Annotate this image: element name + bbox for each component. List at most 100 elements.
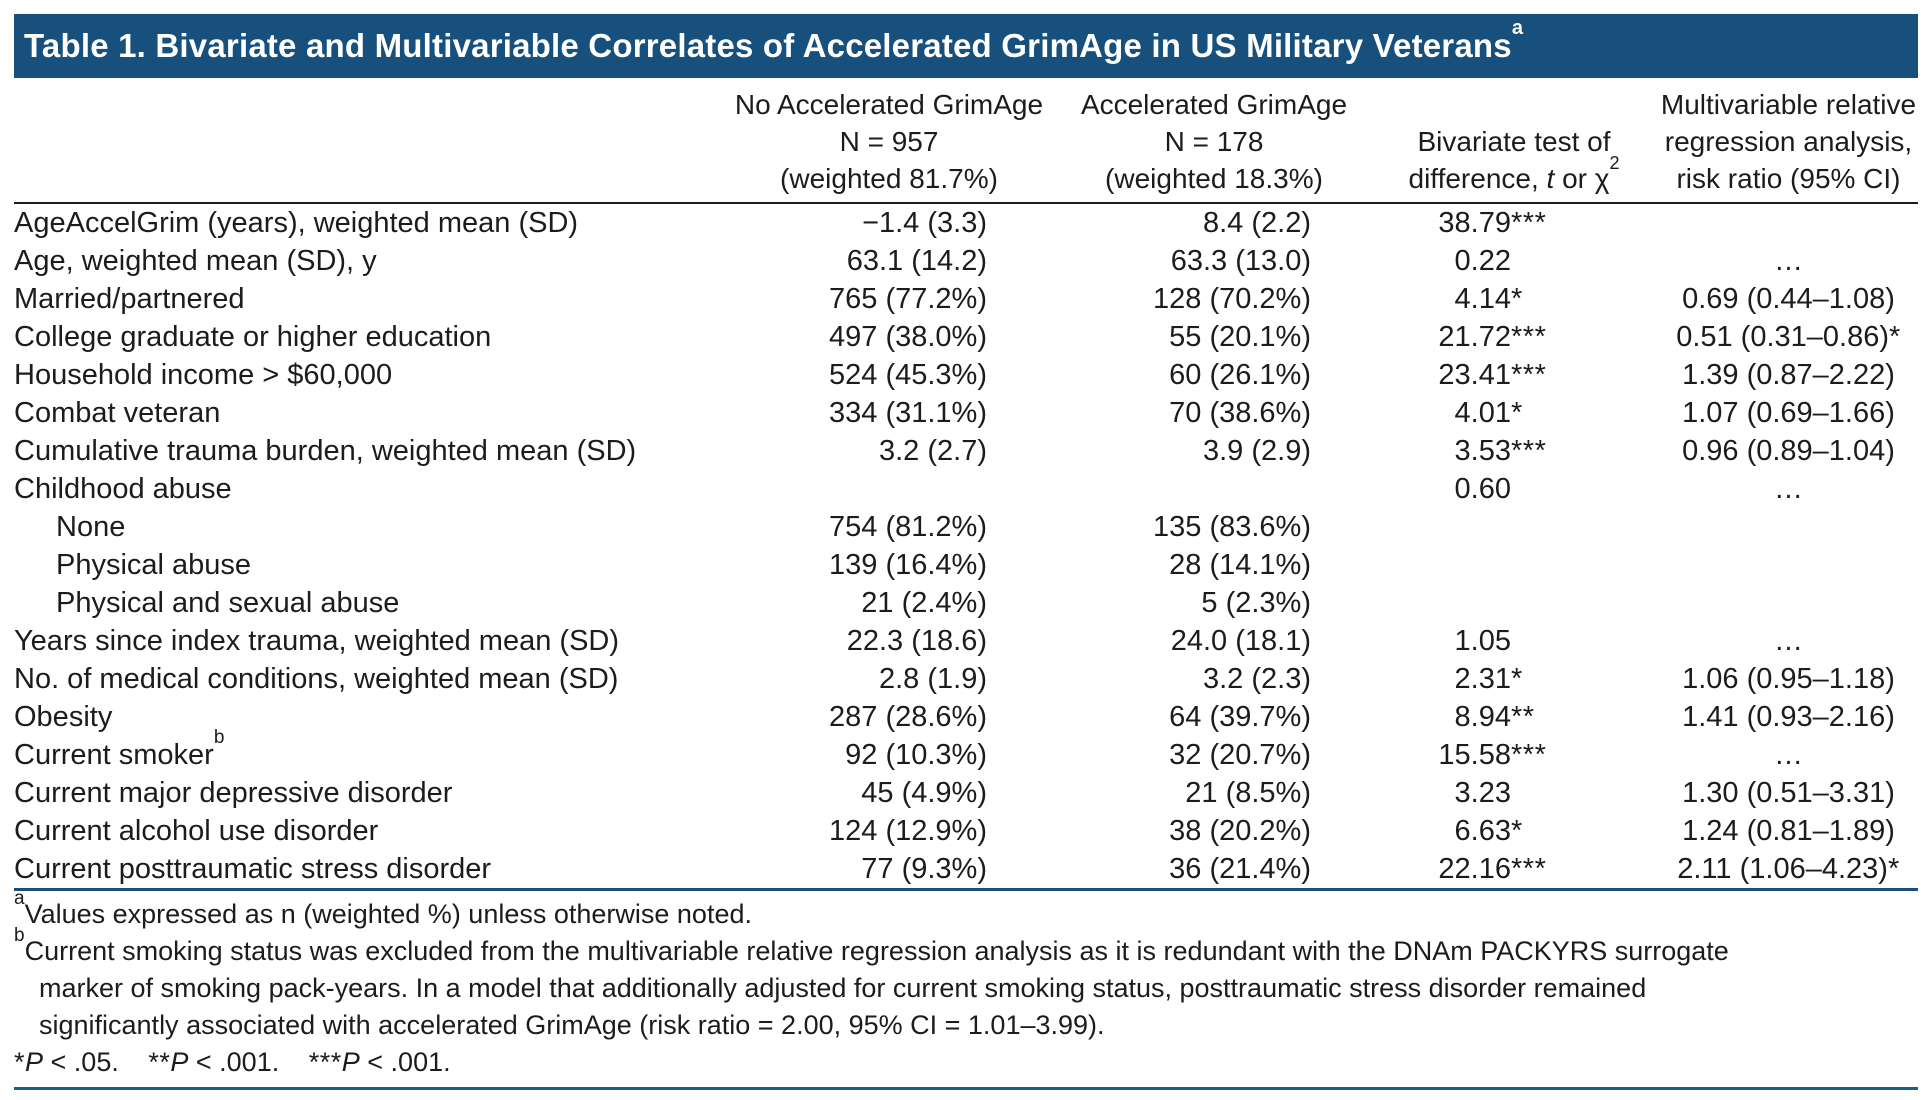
row-label: Current posttraumatic stress disorder [14,852,492,885]
no-accel-value: 139 (16.4%) [829,548,987,581]
bivariate-test-value: 22.16*** [1438,852,1547,885]
no-accel-value: 524 (45.3%) [829,358,987,391]
accel-value: 60 (26.1%) [1169,358,1311,391]
table-row: Current major depressive disorder 45 (4.… [14,774,1918,812]
bivariate-test-value [1369,584,1659,622]
no-accel-value: 754 (81.2%) [829,510,987,543]
accel-value: 36 (21.4%) [1169,852,1311,885]
table-row: Combat veteran 334 (31.1%) 70 (38.6%) 4.… [14,394,1918,432]
footnote-marker-b: b [213,727,225,749]
sig-item: ***P < .001. [308,1047,451,1077]
footnotes: aValues expressed as n (weighted %) unle… [14,889,1918,1081]
risk-ratio-value: 0.51 (0.31–0.86)* [1676,320,1901,353]
row-label: Childhood abuse [14,472,232,505]
bivariate-test-value: 3.53*** [1454,434,1547,467]
footnote-a: aValues expressed as n (weighted %) unle… [14,889,1918,933]
table-row: Physical and sexual abuse 21 (2.4%) 5 (2… [14,584,1918,622]
risk-ratio-value: … [1774,472,1803,505]
risk-ratio-value: 0.69 (0.44–1.08) [1682,282,1895,315]
accel-value: 3.9 (2.9) [1203,434,1311,467]
row-label: Married/partnered [14,282,245,315]
header-line: difference, t or χ2 [1408,152,1620,194]
significance-legend: *P < .05. **P < .001. ***P < .001. [14,1044,1918,1081]
table-row: Married/partnered 765 (77.2%) 128 (70.2%… [14,280,1918,318]
chi-square-exponent: 2 [1609,152,1620,173]
table-row: No. of medical conditions, weighted mean… [14,660,1918,698]
accel-value: 55 (20.1%) [1169,320,1311,353]
no-accel-value: 2.8 (1.9) [879,662,987,695]
bivariate-test-value: 23.41*** [1438,358,1547,391]
table-body: AgeAccelGrim (years), weighted mean (SD)… [14,203,1918,888]
row-label: Combat veteran [14,396,221,429]
table-header: No Accelerated GrimAge N = 957 (weighted… [14,78,1918,204]
accel-value: 32 (20.7%) [1169,738,1311,771]
row-label: Current alcohol use disorder [14,814,379,847]
footnote-a-text: Values expressed as n (weighted %) unles… [24,899,752,929]
table-row: Childhood abuse 0.60 … [14,470,1918,508]
no-accel-value: 63.1 (14.2) [846,244,987,277]
no-accel-value: 21 (2.4%) [861,586,987,619]
bivariate-test-value: 3.23 [1454,776,1511,809]
accel-value: 5 (2.3%) [1201,586,1311,619]
no-accel-value: −1.4 (3.3) [862,206,987,239]
no-accel-value: 3.2 (2.7) [879,434,987,467]
header-line: N = 178 [1164,126,1264,157]
no-accel-value: 92 (10.3%) [845,738,987,771]
no-accel-value: 45 (4.9%) [861,776,987,809]
footnote-b: bCurrent smoking status was excluded fro… [14,926,1918,1044]
row-label: Physical and sexual abuse [56,586,400,619]
table-title: Table 1. Bivariate and Multivariable Cor… [24,27,1512,64]
accel-value: 24.0 (18.1) [1170,624,1311,657]
title-footnote-marker: a [1511,17,1524,39]
sig-item: *P < .05. [14,1047,119,1077]
table-row: Years since index trauma, weighted mean … [14,622,1918,660]
footnote-b-line: marker of smoking pack-years. In a model… [39,973,1647,1003]
accel-value: 63.3 (13.0) [1170,244,1311,277]
table-bottom-rule [14,888,1918,891]
figure-bottom-rule [14,1087,1918,1090]
footnote-b-line: significantly associated with accelerate… [39,1010,1105,1040]
header-row: No Accelerated GrimAge N = 957 (weighted… [14,78,1918,204]
risk-ratio-value [1659,546,1918,584]
header-no-accel-grimage: No Accelerated GrimAge N = 957 (weighted… [719,78,1059,204]
header-line: Accelerated GrimAge [1080,89,1348,120]
row-label: Obesity [14,700,113,733]
bivariate-test-value: 8.94** [1454,700,1535,733]
header-line: Multivariable relative [1660,89,1917,120]
header-line: risk ratio (95% CI) [1676,163,1901,194]
row-label: Cumulative trauma burden, weighted mean … [14,434,637,467]
row-label: Physical abuse [56,548,252,581]
table-row: None 754 (81.2%) 135 (83.6%) [14,508,1918,546]
accel-value: 128 (70.2%) [1153,282,1311,315]
no-accel-value: 124 (12.9%) [829,814,987,847]
row-label: AgeAccelGrim (years), weighted mean (SD) [14,206,579,239]
no-accel-value: 765 (77.2%) [829,282,987,315]
bivariate-test-value: 6.63* [1454,814,1523,847]
no-accel-value: 497 (38.0%) [829,320,987,353]
bivariate-test-value [1369,508,1659,546]
risk-ratio-value: … [1774,624,1803,657]
accel-value: 3.2 (2.3) [1203,662,1311,695]
risk-ratio-value: 1.24 (0.81–1.89) [1682,814,1895,847]
header-line: regression analysis, [1664,126,1913,157]
row-label: Age, weighted mean (SD), y [14,244,377,277]
bivariate-test-value: 38.79*** [1438,206,1547,239]
risk-ratio-value [1659,508,1918,546]
bivariate-test-value: 0.22 [1454,244,1511,277]
no-accel-value: 334 (31.1%) [829,396,987,429]
bivariate-test-value: 4.14* [1454,282,1523,315]
accel-value: 28 (14.1%) [1169,548,1311,581]
risk-ratio-value: … [1774,738,1803,771]
row-label: Years since index trauma, weighted mean … [14,624,620,657]
risk-ratio-value [1659,203,1918,242]
risk-ratio-value: 0.96 (0.89–1.04) [1682,434,1895,467]
table-row: Current smokerb 92 (10.3%) 32 (20.7%) 15… [14,728,1918,774]
no-accel-value: 77 (9.3%) [861,852,987,885]
header-line: N = 957 [839,126,939,157]
footnote-b-marker: b [14,925,25,947]
no-accel-value: 22.3 (18.6) [846,624,987,657]
risk-ratio-value: 1.41 (0.93–2.16) [1682,700,1895,733]
table-row: Obesity 287 (28.6%) 64 (39.7%) 8.94** 1.… [14,698,1918,736]
bivariate-test-value: 2.31* [1454,662,1523,695]
